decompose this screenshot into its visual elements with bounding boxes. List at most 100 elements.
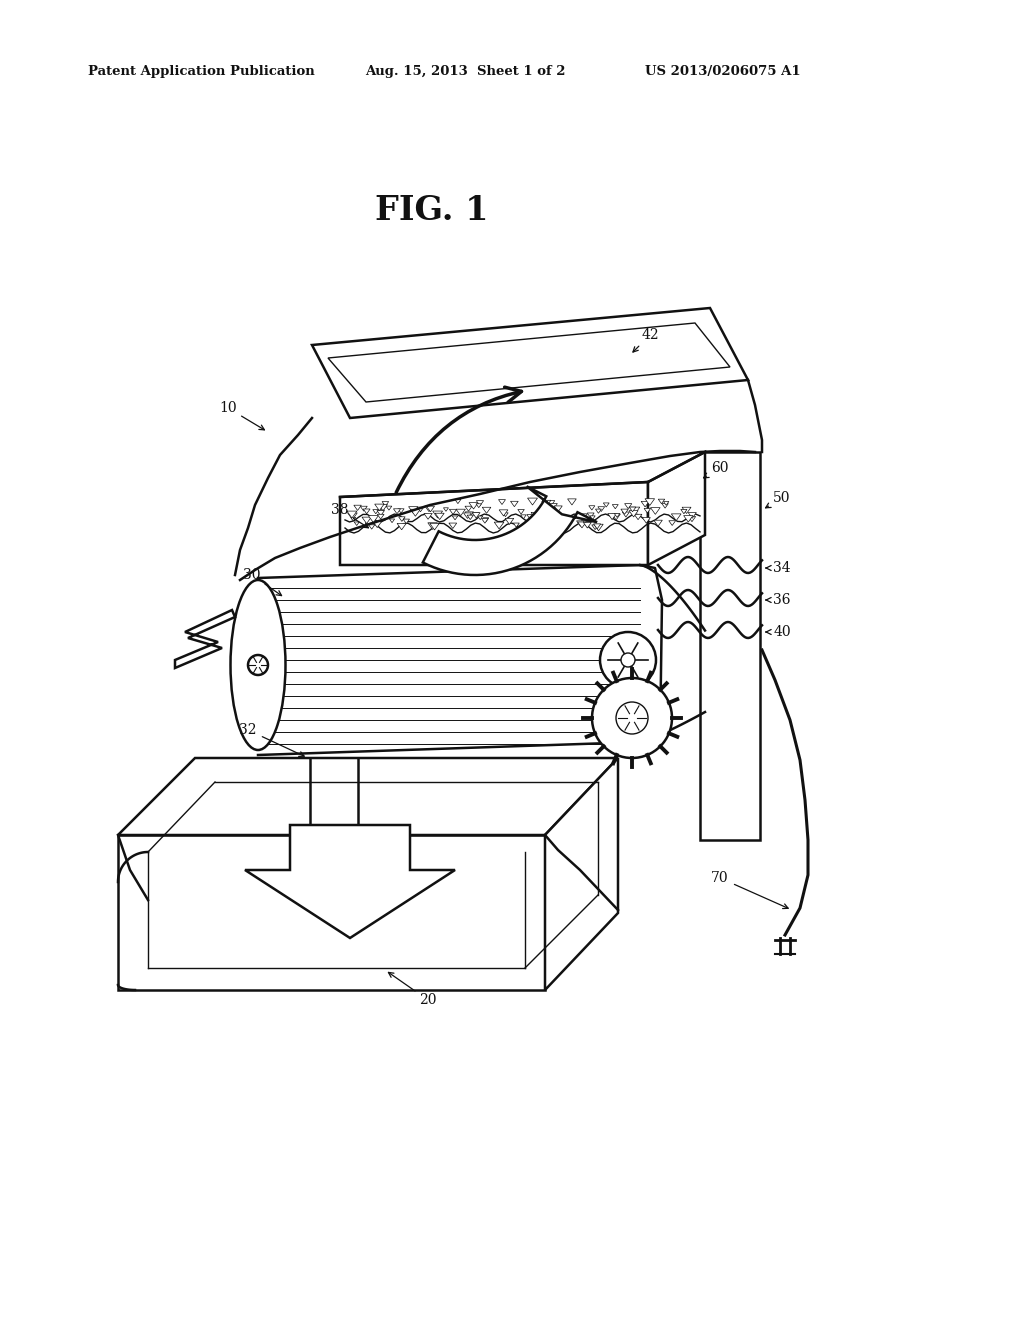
Polygon shape [645, 499, 654, 506]
Polygon shape [555, 521, 565, 528]
Polygon shape [577, 521, 585, 527]
Polygon shape [662, 504, 669, 508]
Polygon shape [430, 523, 439, 531]
Text: 30: 30 [244, 568, 261, 582]
Polygon shape [455, 499, 461, 504]
Polygon shape [554, 506, 562, 512]
Polygon shape [386, 506, 392, 510]
Polygon shape [245, 825, 455, 939]
Text: FIG. 1: FIG. 1 [375, 194, 488, 227]
Polygon shape [351, 517, 355, 521]
Polygon shape [621, 510, 629, 515]
Text: 34: 34 [773, 561, 791, 576]
Polygon shape [511, 502, 518, 507]
Polygon shape [688, 512, 696, 519]
Text: 32: 32 [240, 723, 257, 737]
Polygon shape [403, 519, 410, 524]
Polygon shape [540, 512, 545, 515]
Polygon shape [409, 507, 418, 513]
Polygon shape [443, 508, 449, 511]
Polygon shape [465, 506, 472, 511]
Polygon shape [650, 508, 660, 515]
Polygon shape [397, 524, 407, 529]
Polygon shape [567, 499, 577, 506]
Ellipse shape [230, 579, 286, 750]
Polygon shape [465, 512, 473, 517]
Polygon shape [582, 521, 587, 524]
Polygon shape [629, 507, 636, 512]
Polygon shape [373, 510, 379, 513]
Polygon shape [433, 511, 442, 517]
Text: 38: 38 [331, 503, 349, 517]
Polygon shape [520, 515, 526, 519]
Polygon shape [518, 510, 524, 513]
Polygon shape [417, 507, 424, 512]
Polygon shape [118, 758, 618, 836]
Polygon shape [594, 524, 601, 529]
Polygon shape [629, 511, 638, 517]
Polygon shape [426, 506, 434, 512]
Polygon shape [669, 520, 676, 525]
Text: 10: 10 [219, 401, 237, 414]
Polygon shape [584, 521, 591, 527]
Polygon shape [456, 510, 465, 516]
Polygon shape [526, 515, 532, 519]
Polygon shape [472, 512, 480, 517]
Polygon shape [608, 513, 616, 520]
Polygon shape [428, 523, 437, 529]
Text: 50: 50 [773, 491, 791, 506]
Polygon shape [623, 512, 630, 517]
Polygon shape [596, 510, 601, 513]
Polygon shape [564, 517, 569, 521]
Polygon shape [644, 508, 650, 513]
Polygon shape [495, 523, 504, 529]
Polygon shape [653, 520, 663, 527]
Polygon shape [549, 503, 557, 510]
Polygon shape [347, 513, 357, 520]
Polygon shape [641, 502, 649, 507]
Polygon shape [377, 511, 384, 516]
Polygon shape [634, 515, 642, 520]
Polygon shape [612, 504, 618, 508]
Polygon shape [354, 506, 361, 511]
Text: Aug. 15, 2013  Sheet 1 of 2: Aug. 15, 2013 Sheet 1 of 2 [365, 66, 565, 78]
Polygon shape [589, 506, 595, 510]
Polygon shape [700, 451, 760, 840]
Polygon shape [477, 516, 482, 520]
Polygon shape [377, 515, 384, 519]
Polygon shape [449, 523, 457, 528]
Polygon shape [481, 519, 488, 523]
Polygon shape [553, 513, 559, 517]
Polygon shape [369, 525, 375, 529]
Polygon shape [642, 517, 650, 523]
Polygon shape [379, 504, 387, 511]
Text: Patent Application Publication: Patent Application Publication [88, 66, 314, 78]
Polygon shape [590, 516, 595, 520]
Polygon shape [578, 521, 586, 528]
Polygon shape [467, 515, 473, 520]
Polygon shape [362, 517, 371, 524]
Circle shape [592, 678, 672, 758]
Polygon shape [340, 482, 648, 565]
Text: 40: 40 [773, 624, 791, 639]
Polygon shape [542, 502, 548, 506]
Circle shape [248, 655, 268, 675]
Polygon shape [545, 758, 618, 990]
Polygon shape [612, 513, 621, 520]
Text: 60: 60 [712, 461, 729, 475]
Polygon shape [625, 504, 632, 508]
Polygon shape [503, 512, 508, 516]
Polygon shape [393, 508, 400, 513]
Polygon shape [580, 513, 588, 520]
Polygon shape [630, 507, 640, 513]
Polygon shape [398, 516, 406, 521]
Polygon shape [584, 523, 591, 528]
Polygon shape [435, 513, 444, 520]
Polygon shape [469, 503, 478, 510]
Polygon shape [364, 510, 370, 513]
Polygon shape [347, 511, 357, 517]
Polygon shape [603, 503, 609, 507]
Polygon shape [482, 507, 490, 513]
Polygon shape [672, 513, 681, 520]
Polygon shape [592, 525, 598, 529]
